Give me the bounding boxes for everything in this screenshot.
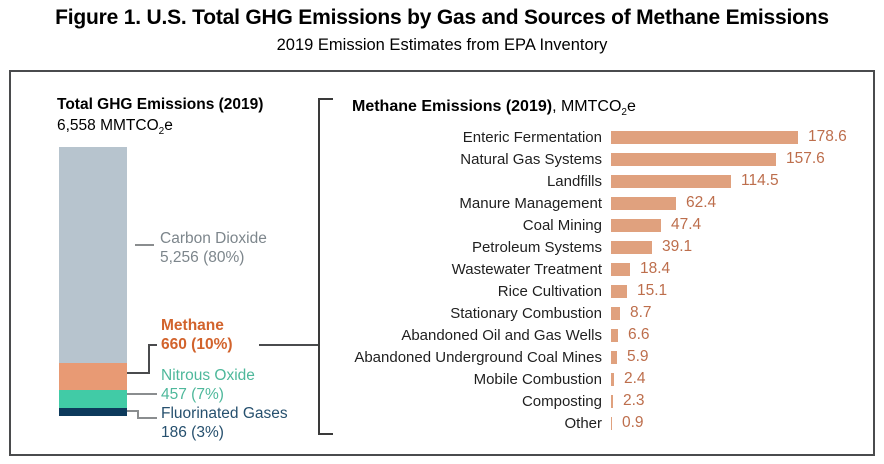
total-ghg-stacked-bar [59, 147, 127, 416]
methane-row-bar [611, 350, 617, 364]
methane-row: Rice Cultivation 15.1 [342, 280, 847, 302]
figure-subtitle: 2019 Emission Estimates from EPA Invento… [276, 36, 608, 54]
methane-row-label: Coal Mining [522, 216, 602, 234]
figure-frame: Total GHG Emissions (2019) 6,558 MMTCO2e… [9, 70, 875, 456]
methane-row-bar [611, 262, 630, 276]
methane-row-value: 18.4 [640, 260, 671, 277]
methane-row-label: Stationary Combustion [450, 304, 602, 322]
methane-row-value: 47.4 [671, 216, 702, 233]
methane-row-label: Enteric Fermentation [462, 128, 602, 146]
methane-row-bar [611, 196, 676, 210]
methane-row-bar [611, 174, 731, 188]
methane-row: Stationary Combustion 8.7 [342, 302, 847, 324]
methane-row-label: Rice Cultivation [497, 282, 602, 300]
methane-row-value: 2.3 [623, 392, 645, 409]
methane-row-value: 0.9 [622, 414, 644, 431]
methane-row-label: Composting [521, 392, 602, 410]
methane-row-label: Other [564, 414, 602, 432]
co2-connector-line [135, 244, 154, 246]
stacked-segment-methane [59, 362, 127, 390]
methane-row-value: 178.6 [808, 128, 847, 145]
methane-row: Mobile Combustion 2.4 [342, 368, 847, 390]
methane-connector-to-bracket [259, 344, 318, 346]
methane-row: Abandoned Underground Coal Mines 5.9 [342, 346, 847, 368]
methane-panel-bracket-top-tick [318, 98, 333, 100]
methane-row-label: Manure Management [459, 194, 602, 212]
methane-emissions-header: Methane Emissions (2019), MMTCO2e [352, 98, 636, 119]
total-ghg-value: 6,558 MMTCO2e [57, 117, 173, 138]
methane-row-label: Mobile Combustion [473, 370, 602, 388]
methane-row-label: Abandoned Underground Coal Mines [354, 348, 602, 366]
methane-row-value: 62.4 [686, 194, 717, 211]
methane-row: Composting 2.3 [342, 390, 847, 412]
methane-row-value: 39.1 [662, 238, 693, 255]
methane-row-bar [611, 372, 614, 386]
stacked-segment-nitrous-oxide [59, 389, 127, 409]
methane-row-value: 114.5 [741, 172, 779, 189]
methane-row: Abandoned Oil and Gas Wells 6.6 [342, 324, 847, 346]
methane-row-bar [611, 416, 612, 430]
fluorinated-gases-label: Fluorinated Gases 186 (3%) [161, 405, 288, 441]
methane-row-label: Landfills [546, 172, 602, 190]
methane-row-bar [611, 218, 661, 232]
methane-row-bar [611, 284, 627, 298]
methane-row: Manure Management 62.4 [342, 192, 847, 214]
fgas-connector-h2 [137, 417, 157, 419]
methane-panel-bracket-vertical [318, 98, 320, 435]
methane-rows: Enteric Fermentation 178.6 Natural Gas Sys… [342, 126, 847, 434]
methane-row-value: 2.4 [624, 370, 646, 387]
stacked-segment-carbon-dioxide [59, 147, 127, 363]
methane-row: Other 0.9 [342, 412, 847, 434]
total-ghg-header: Total GHG Emissions (2019) [57, 96, 264, 113]
methane-row: Landfills 114.5 [342, 170, 847, 192]
methane-row-bar [611, 394, 613, 408]
stacked-segment-fluorinated-gases [59, 408, 127, 416]
methane-row: Wastewater Treatment 18.4 [342, 258, 847, 280]
nitrous-oxide-label: Nitrous Oxide 457 (7%) [161, 367, 255, 403]
fgas-connector-v [137, 410, 139, 419]
methane-connector-horizontal [127, 372, 150, 374]
methane-row: Enteric Fermentation 178.6 [342, 126, 847, 148]
carbon-dioxide-label: Carbon Dioxide 5,256 (80%) [160, 230, 267, 266]
methane-row-value: 6.6 [628, 326, 650, 343]
fgas-connector-h1 [127, 410, 139, 412]
methane-row-value: 8.7 [630, 304, 652, 321]
methane-row-bar [611, 152, 776, 166]
methane-row: Coal Mining 47.4 [342, 214, 847, 236]
methane-label: Methane 660 (10%) [161, 317, 233, 353]
methane-row-bar [611, 130, 798, 144]
methane-row-label: Natural Gas Systems [460, 150, 602, 168]
figure-title: Figure 1. U.S. Total GHG Emissions by Ga… [55, 6, 829, 29]
methane-panel-bracket-bottom-tick [318, 433, 333, 435]
n2o-connector-line [127, 393, 157, 395]
methane-row-label: Abandoned Oil and Gas Wells [401, 326, 602, 344]
methane-row-value: 5.9 [627, 348, 649, 365]
methane-row-bar [611, 240, 652, 254]
methane-row-value: 15.1 [637, 282, 668, 299]
methane-row-label: Wastewater Treatment [451, 260, 602, 278]
methane-connector-vertical [148, 344, 150, 374]
methane-row: Petroleum Systems 39.1 [342, 236, 847, 258]
methane-connector-to-label [148, 344, 157, 346]
methane-row: Natural Gas Systems 157.6 [342, 148, 847, 170]
methane-row-label: Petroleum Systems [471, 238, 602, 256]
methane-row-value: 157.6 [786, 150, 825, 167]
methane-row-bar [611, 306, 620, 320]
methane-row-bar [611, 328, 618, 342]
